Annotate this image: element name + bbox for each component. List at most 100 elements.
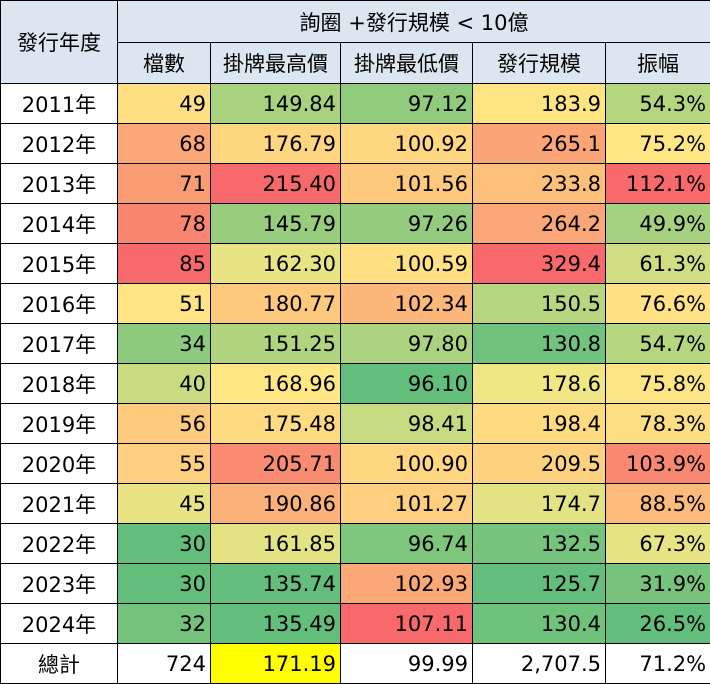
cell: 99.99 [341, 644, 473, 684]
cell: 85 [118, 244, 211, 284]
cell: 198.4 [473, 404, 606, 444]
cell: 2,707.5 [473, 644, 606, 684]
cell: 75.8% [606, 364, 710, 404]
cell: 71 [118, 164, 211, 204]
cell: 209.5 [473, 444, 606, 484]
cell: 233.8 [473, 164, 606, 204]
cell: 49.9% [606, 204, 710, 244]
cell: 162.30 [211, 244, 341, 284]
cell: 30 [118, 524, 211, 564]
cell: 26.5% [606, 604, 710, 644]
cell: 45 [118, 484, 211, 524]
cell: 101.27 [341, 484, 473, 524]
row-label: 2023年 [1, 564, 118, 604]
cell: 101.56 [341, 164, 473, 204]
cell: 100.90 [341, 444, 473, 484]
cell: 175.48 [211, 404, 341, 444]
cell: 145.79 [211, 204, 341, 244]
row-label: 2022年 [1, 524, 118, 564]
cell: 78 [118, 204, 211, 244]
column-header: 發行規模 [473, 43, 606, 84]
cell: 51 [118, 284, 211, 324]
cell: 68 [118, 124, 211, 164]
cell: 97.12 [341, 84, 473, 124]
cell: 31.9% [606, 564, 710, 604]
cell: 183.9 [473, 84, 606, 124]
cell: 78.3% [606, 404, 710, 444]
cell: 97.80 [341, 324, 473, 364]
cell: 190.86 [211, 484, 341, 524]
cell: 149.84 [211, 84, 341, 124]
row-label: 2019年 [1, 404, 118, 444]
cell: 103.9% [606, 444, 710, 484]
cell: 264.2 [473, 204, 606, 244]
cell: 178.6 [473, 364, 606, 404]
cell: 96.74 [341, 524, 473, 564]
cell: 171.19 [211, 644, 341, 684]
row-label: 2014年 [1, 204, 118, 244]
cell: 55 [118, 444, 211, 484]
cell: 100.59 [341, 244, 473, 284]
cell: 130.4 [473, 604, 606, 644]
group-header: 詢圈 +發行規模 < 10億 [118, 1, 710, 43]
cell: 161.85 [211, 524, 341, 564]
cell: 96.10 [341, 364, 473, 404]
cell: 135.74 [211, 564, 341, 604]
row-label: 2021年 [1, 484, 118, 524]
cell: 102.93 [341, 564, 473, 604]
cell: 71.2% [606, 644, 710, 684]
cell: 76.6% [606, 284, 710, 324]
cell: 40 [118, 364, 211, 404]
cell: 176.79 [211, 124, 341, 164]
column-header: 掛牌最高價 [211, 43, 341, 84]
cell: 205.71 [211, 444, 341, 484]
column-header: 檔數 [118, 43, 211, 84]
row-label: 2018年 [1, 364, 118, 404]
header-row: 發行年度 詢圈 +發行規模 < 10億 [1, 1, 710, 43]
cell: 98.41 [341, 404, 473, 444]
cell: 97.26 [341, 204, 473, 244]
row-label: 2020年 [1, 444, 118, 484]
row-label: 2013年 [1, 164, 118, 204]
column-header: 掛牌最低價 [341, 43, 473, 84]
cell: 125.7 [473, 564, 606, 604]
cell: 107.11 [341, 604, 473, 644]
row-label: 2024年 [1, 604, 118, 644]
cell: 75.2% [606, 124, 710, 164]
cell: 112.1% [606, 164, 710, 204]
cell: 54.3% [606, 84, 710, 124]
cell: 265.1 [473, 124, 606, 164]
cell: 168.96 [211, 364, 341, 404]
row-label: 2015年 [1, 244, 118, 284]
cell: 135.49 [211, 604, 341, 644]
cell: 174.7 [473, 484, 606, 524]
cell: 67.3% [606, 524, 710, 564]
cell: 49 [118, 84, 211, 124]
cell: 32 [118, 604, 211, 644]
cell: 130.8 [473, 324, 606, 364]
cell: 215.40 [211, 164, 341, 204]
table-head: 發行年度 詢圈 +發行規模 < 10億 檔數掛牌最高價掛牌最低價發行規模振幅 [1, 1, 710, 84]
cell: 180.77 [211, 284, 341, 324]
cell: 88.5% [606, 484, 710, 524]
cell: 100.92 [341, 124, 473, 164]
cell: 61.3% [606, 244, 710, 284]
cell: 34 [118, 324, 211, 364]
cell: 54.7% [606, 324, 710, 364]
